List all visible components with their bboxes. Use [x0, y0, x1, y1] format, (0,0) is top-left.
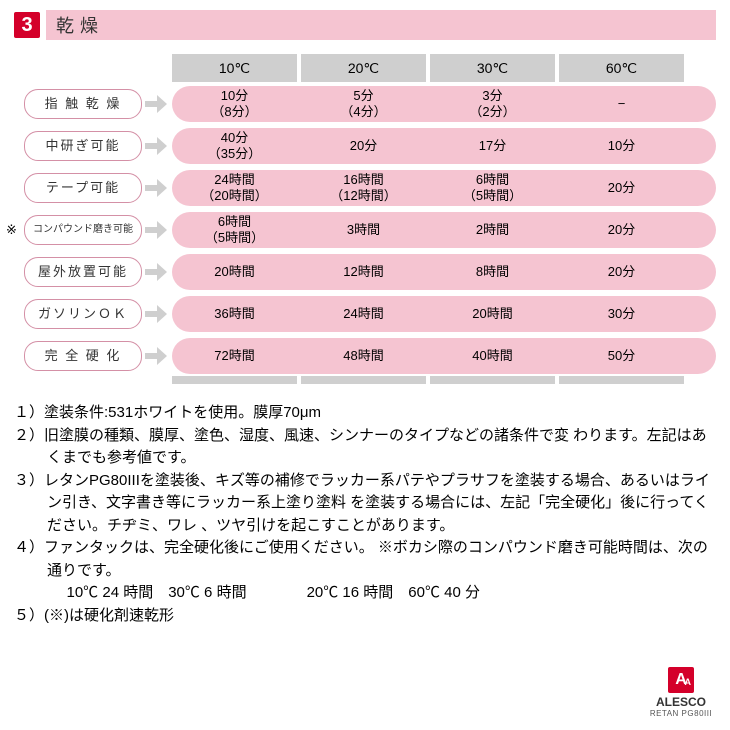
table-cell: 72時間	[172, 348, 297, 364]
row-data-pill: 20時間12時間8時間20分	[172, 254, 716, 290]
column-header: 30℃	[430, 54, 555, 82]
table-cell: 3分（2分）	[430, 88, 555, 119]
table-cell: 6時間（5時間）	[430, 172, 555, 203]
row-data-pill: 72時間48時間40時間50分	[172, 338, 716, 374]
note-4: ４）ファンタックは、完全硬化後にご使用ください。 ※ボカシ際のコンパウンド磨き可…	[14, 537, 716, 582]
table-row: ガソリンＯＫ 36時間24時間20時間30分	[24, 296, 716, 332]
table-row: 屋外放置可能 20時間12時間8時間20分	[24, 254, 716, 290]
table-cell: 50分	[559, 348, 684, 364]
row-label: 屋外放置可能	[24, 257, 142, 287]
table-row: ※コンパウンド磨き可能6時間（5時間）3時間2時間20分	[24, 212, 716, 248]
table-cell: 20分	[559, 180, 684, 196]
arrow-icon	[145, 347, 169, 365]
table-row: テープ可能 24時間（20時間）16時間（12時間）6時間（5時間）20分	[24, 170, 716, 206]
table-cell: 36時間	[172, 306, 297, 322]
table-cell: 30分	[559, 306, 684, 322]
table-cell: −	[559, 96, 684, 112]
column-footer-spacer	[172, 380, 716, 384]
table-cell: 12時間	[301, 264, 426, 280]
note-5: ５）(※)は硬化剤速乾形	[14, 605, 716, 628]
row-label: ガソリンＯＫ	[24, 299, 142, 329]
table-cell: 3時間	[301, 222, 426, 238]
column-header: 60℃	[559, 54, 684, 82]
section-number: 3	[14, 12, 40, 38]
section-header: 3 乾燥	[14, 10, 716, 40]
note-1: １）塗装条件:531ホワイトを使用。膜厚70μm	[14, 402, 716, 425]
row-label: テープ可能	[24, 173, 142, 203]
drying-table: 10℃20℃30℃60℃ 指 触 乾 燥 10分（8分）5分（4分）3分（2分）−…	[24, 54, 716, 384]
arrow-icon	[145, 305, 169, 323]
row-label: 指 触 乾 燥	[24, 89, 142, 119]
row-data-pill: 10分（8分）5分（4分）3分（2分）−	[172, 86, 716, 122]
table-row: 指 触 乾 燥 10分（8分）5分（4分）3分（2分）−	[24, 86, 716, 122]
column-header: 20℃	[301, 54, 426, 82]
arrow-icon	[145, 95, 169, 113]
table-cell: 20分	[559, 264, 684, 280]
note-4-times: 10℃ 24 時間 30℃ 6 時間 20℃ 16 時間 60℃ 40 分	[14, 582, 716, 605]
table-cell: 10分	[559, 138, 684, 154]
row-label: 完 全 硬 化	[24, 341, 142, 371]
logo-product-name: RETAN PG80III	[646, 709, 716, 718]
table-row: 完 全 硬 化 72時間48時間40時間50分	[24, 338, 716, 374]
logo-brand-name: ALESCO	[646, 695, 716, 709]
table-cell: 20分	[301, 138, 426, 154]
row-data-pill: 36時間24時間20時間30分	[172, 296, 716, 332]
row-data-pill: 24時間（20時間）16時間（12時間）6時間（5時間）20分	[172, 170, 716, 206]
notes-block: １）塗装条件:531ホワイトを使用。膜厚70μm ２）旧塗膜の種類、膜厚、塗色、…	[14, 402, 716, 627]
table-cell: 17分	[430, 138, 555, 154]
table-cell: 6時間（5時間）	[172, 214, 297, 245]
table-cell: 5分（4分）	[301, 88, 426, 119]
arrow-icon	[145, 221, 169, 239]
arrow-icon	[145, 137, 169, 155]
section-title: 乾燥	[46, 10, 716, 40]
table-cell: 10分（8分）	[172, 88, 297, 119]
table-cell: 48時間	[301, 348, 426, 364]
arrow-icon	[145, 179, 169, 197]
row-label: コンパウンド磨き可能	[24, 215, 142, 245]
arrow-icon	[145, 263, 169, 281]
row-data-pill: 40分（35分）20分17分10分	[172, 128, 716, 164]
row-footnote-marker: ※	[6, 222, 17, 238]
brand-logo: AA ALESCO RETAN PG80III	[646, 667, 716, 718]
table-cell: 20時間	[172, 264, 297, 280]
table-cell: 40時間	[430, 348, 555, 364]
table-cell: 8時間	[430, 264, 555, 280]
table-cell: 40分（35分）	[172, 130, 297, 161]
table-row: 中研ぎ可能 40分（35分）20分17分10分	[24, 128, 716, 164]
note-2: ２）旧塗膜の種類、膜厚、塗色、湿度、風速、シンナーのタイプなどの諸条件で変 わり…	[14, 425, 716, 470]
logo-mark-icon: AA	[668, 667, 694, 693]
table-cell: 16時間（12時間）	[301, 172, 426, 203]
table-cell: 2時間	[430, 222, 555, 238]
table-cell: 20時間	[430, 306, 555, 322]
table-cell: 20分	[559, 222, 684, 238]
table-cell: 24時間	[301, 306, 426, 322]
column-headers: 10℃20℃30℃60℃	[172, 54, 716, 82]
note-3: ３）レタンPG80IIIを塗装後、キズ等の補修でラッカー系パテやプラサフを塗装す…	[14, 470, 716, 538]
row-data-pill: 6時間（5時間）3時間2時間20分	[172, 212, 716, 248]
row-label: 中研ぎ可能	[24, 131, 142, 161]
table-cell: 24時間（20時間）	[172, 172, 297, 203]
column-header: 10℃	[172, 54, 297, 82]
